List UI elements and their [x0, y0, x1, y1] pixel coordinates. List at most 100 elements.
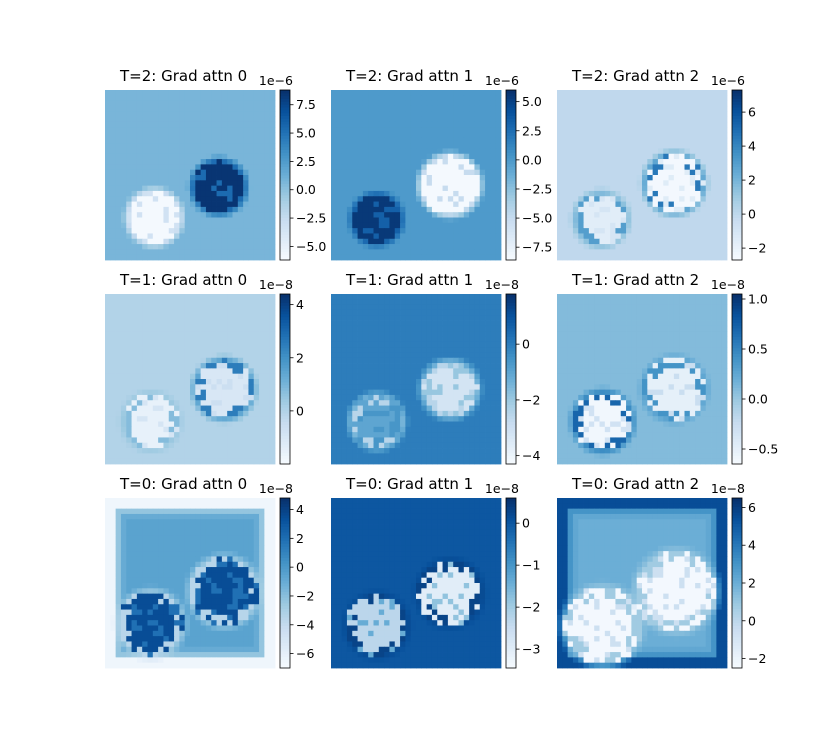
heatmap-cell [410, 127, 417, 133]
colorbar-step [280, 333, 290, 337]
heatmap-cell [384, 233, 390, 240]
heatmap-cell [652, 222, 659, 229]
heatmap-cell [346, 222, 353, 229]
heatmap-cell [126, 384, 132, 391]
heatmap-cell [174, 448, 180, 454]
heatmap-cell [679, 238, 685, 245]
heatmap-cell [442, 206, 449, 213]
heatmap-cell [179, 244, 186, 250]
heatmap-cell [126, 244, 132, 250]
heatmap-cell [115, 143, 122, 149]
heatmap-cell [626, 238, 632, 245]
heatmap-cell [142, 95, 148, 102]
heatmap-cell [190, 347, 196, 353]
heatmap-cell [421, 347, 428, 353]
heatmap-cell [190, 105, 196, 112]
colorbar: −7.5−5.0−2.50.02.55.01e−6 [485, 73, 552, 261]
heatmap-cell [136, 217, 143, 224]
heatmap-cell [394, 196, 401, 202]
heatmap-cell [131, 159, 138, 165]
heatmap-cell [126, 175, 132, 181]
heatmap-cell [700, 116, 707, 123]
heatmap-cell [479, 294, 486, 300]
heatmap-cell [221, 249, 228, 256]
heatmap-cell [657, 212, 664, 218]
heatmap-cell [562, 249, 569, 256]
heatmap-cell [136, 100, 143, 107]
heatmap-cell [115, 405, 122, 412]
heatmap-cell [495, 121, 502, 128]
heatmap-cell [136, 185, 143, 192]
colorbar-step [506, 186, 516, 190]
heatmap-cell [373, 384, 380, 391]
heatmap-cell [243, 169, 249, 176]
heatmap-cell [237, 148, 244, 155]
heatmap-cell [163, 228, 170, 234]
heatmap-cell [373, 212, 380, 218]
heatmap-cell [163, 410, 170, 417]
heatmap-cell [352, 357, 358, 364]
heatmap-cell [357, 341, 364, 348]
heatmap-cell [341, 127, 348, 133]
heatmap-cell [120, 405, 127, 412]
heatmap-cell [373, 238, 380, 245]
heatmap-cell [426, 206, 433, 213]
heatmap-cell [352, 315, 358, 321]
heatmap-cell [237, 132, 244, 139]
heatmap-cell [431, 153, 438, 160]
heatmap-cell [163, 394, 170, 401]
heatmap-cell [216, 105, 223, 112]
heatmap-cell [421, 238, 428, 245]
heatmap-cell [557, 90, 563, 96]
heatmap-cell [200, 426, 207, 433]
heatmap-cell [110, 121, 117, 128]
heatmap-cell [642, 212, 648, 218]
heatmap-cell [447, 105, 454, 112]
colorbar-step [280, 155, 290, 159]
heatmap-cell [105, 368, 111, 375]
heatmap-cell [615, 217, 622, 224]
heatmap-cell [227, 331, 233, 337]
heatmap-cell [642, 169, 648, 176]
heatmap-cell [647, 244, 654, 250]
heatmap-cell [485, 352, 491, 359]
heatmap-cell [416, 143, 422, 149]
heatmap-cell [115, 325, 122, 332]
heatmap-cell [336, 379, 343, 385]
heatmap-cell [636, 249, 643, 256]
heatmap-cell [416, 185, 422, 192]
heatmap-cell [131, 384, 138, 391]
heatmap-cell [174, 244, 180, 250]
heatmap-cell [362, 254, 369, 261]
heatmap-cell [652, 121, 659, 128]
colorbar-step [732, 149, 742, 153]
heatmap-cell [174, 111, 180, 117]
heatmap-cell [620, 228, 627, 234]
heatmap-cell [269, 315, 276, 321]
heatmap-cell [384, 238, 390, 245]
heatmap-cell [269, 175, 276, 181]
heatmap-cell [583, 228, 590, 234]
heatmap-cell [195, 169, 202, 176]
heatmap-cell [174, 336, 180, 343]
heatmap-cell [163, 100, 170, 107]
heatmap-cell [253, 309, 260, 316]
heatmap-cell [168, 196, 175, 202]
heatmap-cell [120, 254, 127, 261]
heatmap-cell [232, 331, 239, 337]
heatmap-cell [158, 121, 164, 128]
heatmap-cell [232, 153, 239, 160]
heatmap-cell [695, 127, 701, 133]
heatmap-cell [615, 249, 622, 256]
heatmap-cell [216, 90, 223, 96]
heatmap-cell [485, 206, 491, 213]
heatmap-cell [195, 90, 202, 96]
heatmap-cell [663, 105, 669, 112]
heatmap-cell [474, 315, 481, 321]
heatmap-cell [400, 249, 406, 256]
heatmap-cell [453, 379, 459, 385]
heatmap-cell [479, 249, 486, 256]
heatmap-cell [232, 100, 239, 107]
heatmap-cell [136, 249, 143, 256]
heatmap-cell [346, 169, 353, 176]
